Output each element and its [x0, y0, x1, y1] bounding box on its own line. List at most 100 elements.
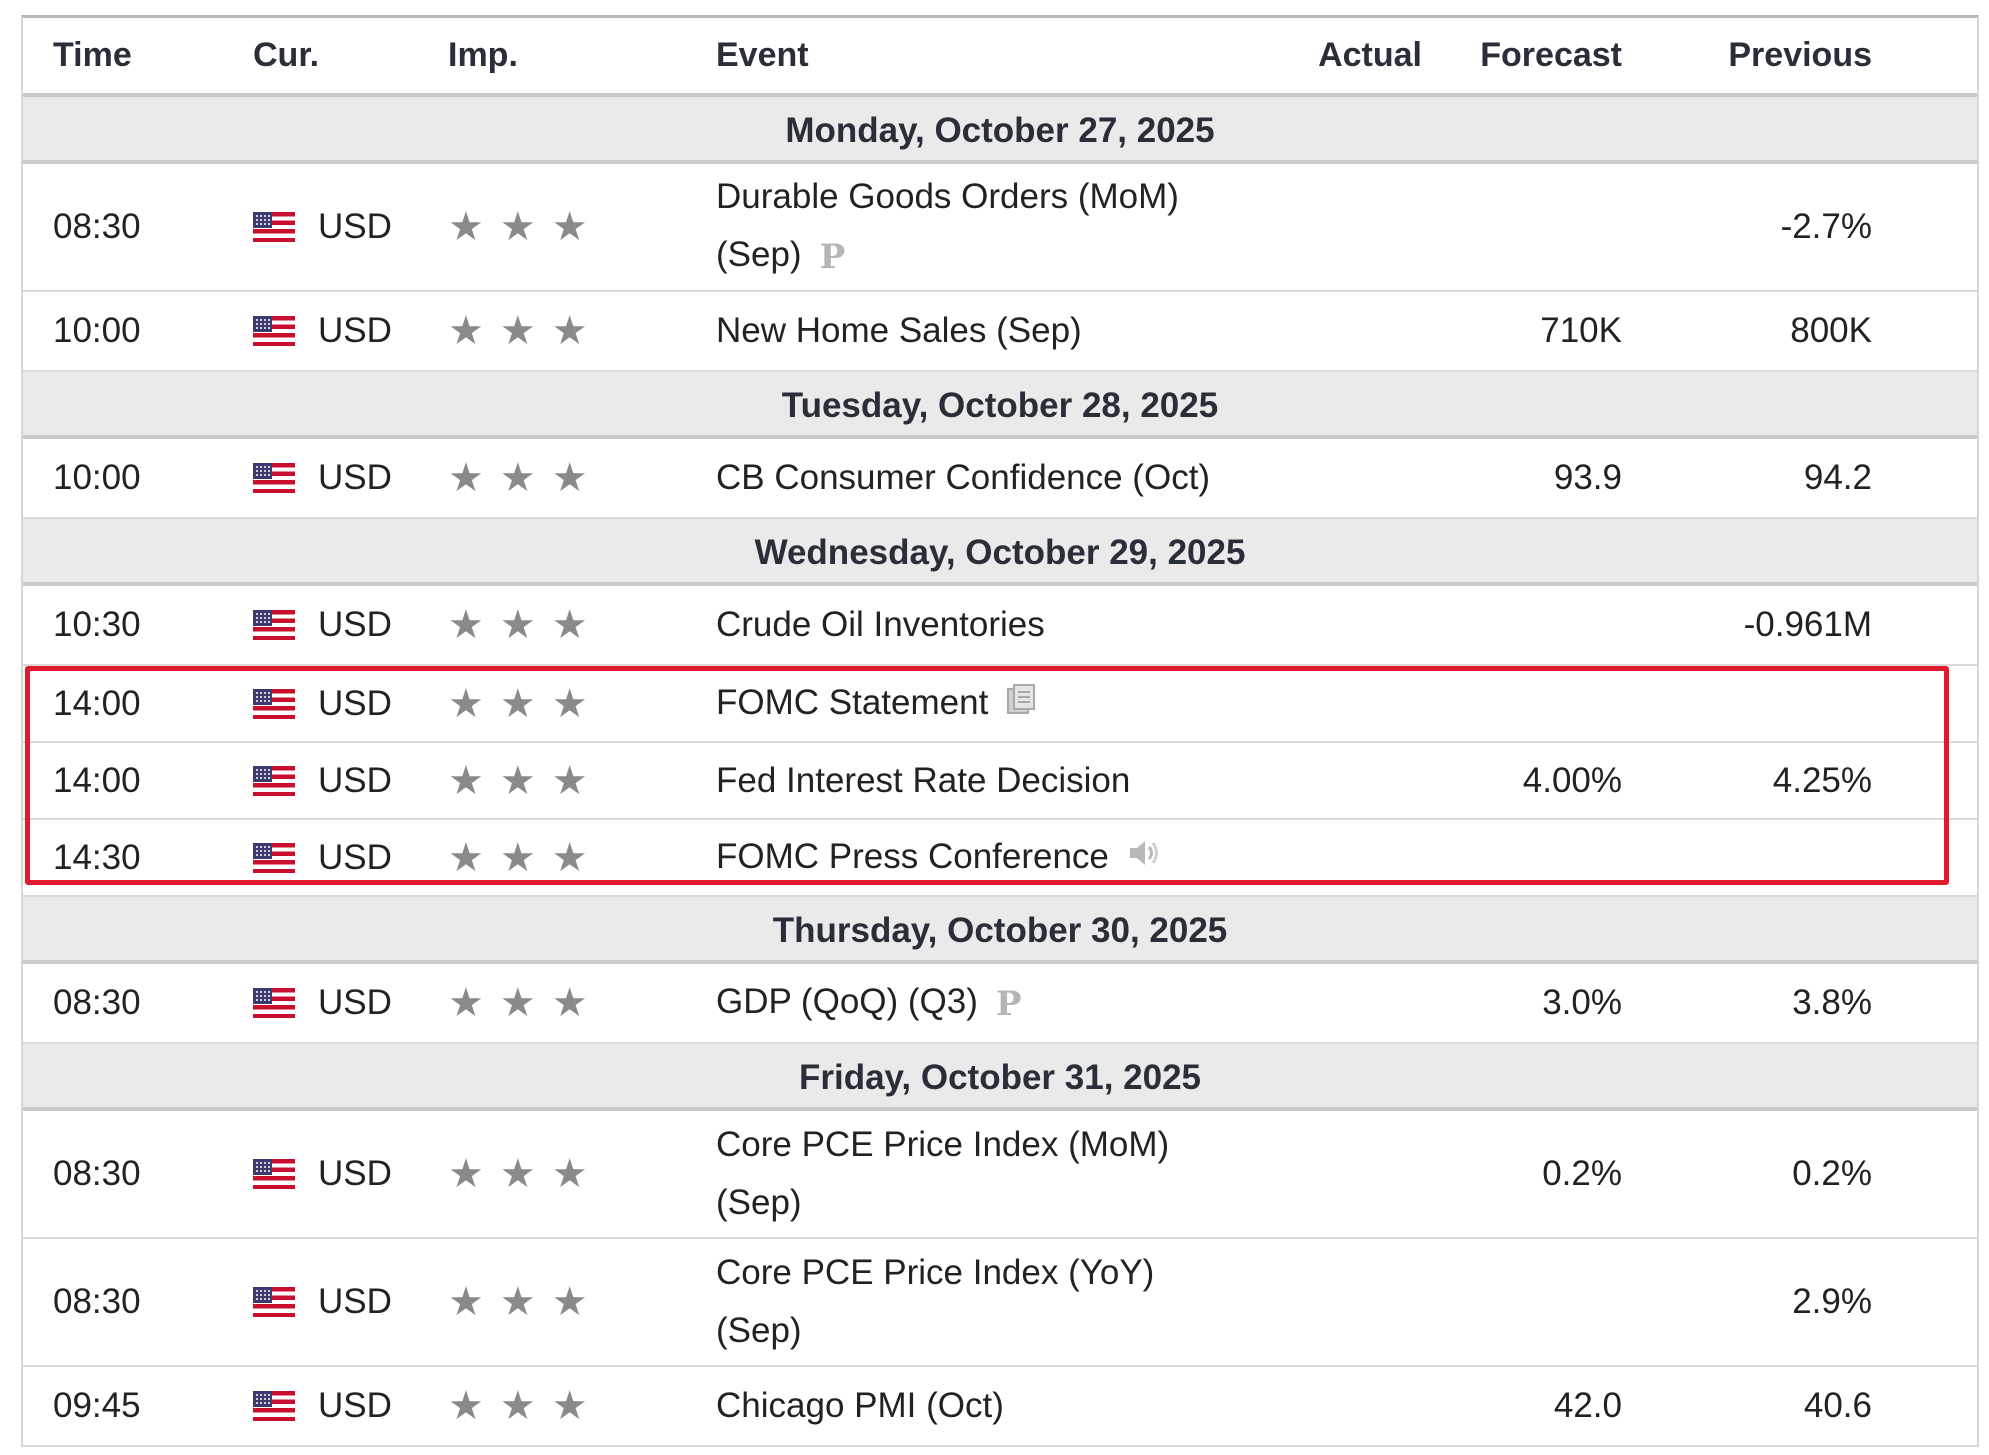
event-row[interactable]: 10:00 USD ★ ★ ★ CB Consumer Confidence (Oct) 9…: [23, 439, 1977, 519]
star-icon: ★: [448, 456, 484, 500]
star-icon: ★: [551, 681, 588, 726]
event-time: 08:30: [53, 207, 141, 246]
event-row[interactable]: 09:45 USD ★ ★ ★ Chicago PMI (Oct) 42.0 40.6: [23, 1367, 1977, 1447]
star-icon: ★: [551, 309, 588, 353]
star-icon: ★: [448, 309, 484, 353]
importance-stars: ★ ★ ★: [448, 1239, 588, 1365]
col-time[interactable]: Time: [53, 36, 132, 74]
event-previous: -0.961M: [1743, 605, 1872, 644]
event-name[interactable]: Core PCE Price Index (YoY) (Sep): [716, 1239, 1276, 1365]
col-actual[interactable]: Actual: [1318, 36, 1422, 74]
event-currency: USD: [318, 605, 392, 644]
col-forecast[interactable]: Forecast: [1480, 36, 1622, 74]
event-row[interactable]: 08:30 USD ★ ★ ★ Core PCE Price Index (MoM) (Se…: [23, 1111, 1977, 1239]
us-flag-icon: [253, 666, 295, 741]
event-name-text: Chicago PMI (Oct): [716, 1386, 1004, 1425]
day-header: Wednesday, October 29, 2025: [23, 519, 1977, 586]
event-previous: 94.2: [1803, 458, 1872, 497]
event-name-text: GDP (QoQ) (Q3): [716, 982, 978, 1022]
event-name-line2: (Sep) P: [716, 226, 1179, 286]
event-row[interactable]: 10:00 USD ★ ★ ★ New Home Sales (Sep) 710K 800K: [23, 292, 1977, 372]
us-flag-icon: [253, 743, 295, 818]
event-time: 10:00: [53, 458, 141, 497]
event-name[interactable]: CB Consumer Confidence (Oct): [716, 439, 1276, 517]
day-header: Monday, October 27, 2025: [23, 97, 1977, 164]
event-name[interactable]: Fed Interest Rate Decision: [716, 743, 1276, 818]
event-currency: USD: [318, 683, 392, 723]
star-icon: ★: [448, 758, 484, 803]
star-icon: ★: [499, 1384, 536, 1428]
event-name-text: Fed Interest Rate Decision: [716, 760, 1131, 800]
importance-stars: ★ ★ ★: [448, 964, 588, 1042]
col-previous[interactable]: Previous: [1728, 36, 1872, 74]
star-icon: ★: [499, 681, 536, 726]
importance-stars: ★ ★ ★: [448, 164, 588, 290]
event-forecast: 710K: [1540, 311, 1622, 350]
event-currency: USD: [318, 311, 392, 350]
importance-stars: ★ ★ ★: [448, 820, 588, 895]
col-currency[interactable]: Cur.: [253, 36, 320, 74]
us-flag-icon: [253, 820, 295, 895]
star-icon: ★: [448, 1280, 484, 1324]
event-name[interactable]: Core PCE Price Index (MoM) (Sep): [716, 1111, 1276, 1237]
col-importance[interactable]: Imp.: [448, 36, 518, 74]
event-currency: USD: [318, 760, 392, 800]
us-flag-icon: [253, 586, 295, 664]
event-row[interactable]: 08:30 USD ★ ★ ★ Durable Goods Orders (MoM) (Se…: [23, 164, 1977, 292]
day-header: Friday, October 31, 2025: [23, 1044, 1977, 1111]
importance-stars: ★ ★ ★: [448, 439, 588, 517]
us-flag-icon: [253, 439, 295, 517]
event-currency: USD: [318, 458, 392, 497]
event-time: 08:30: [53, 983, 141, 1022]
col-event[interactable]: Event: [716, 36, 809, 74]
event-forecast: 42.0: [1553, 1386, 1622, 1425]
event-previous: 0.2%: [1792, 1154, 1872, 1193]
event-forecast: 3.0%: [1542, 983, 1622, 1022]
event-currency: USD: [318, 837, 392, 877]
star-icon: ★: [448, 603, 484, 647]
event-name[interactable]: New Home Sales (Sep): [716, 292, 1276, 370]
event-name-line2: (Sep): [716, 1183, 802, 1222]
event-name[interactable]: Chicago PMI (Oct): [716, 1367, 1276, 1445]
event-row[interactable]: 10:30 USD ★ ★ ★ Crude Oil Inventories -0.961M: [23, 586, 1977, 666]
event-row[interactable]: 08:30 USD ★ ★ ★ Core PCE Price Index (YoY) (Se…: [23, 1239, 1977, 1367]
event-forecast: 93.9: [1553, 458, 1622, 497]
event-row[interactable]: 08:30 USD ★ ★ ★ GDP (QoQ) (Q3) P 3.0% 3.8%: [23, 964, 1977, 1044]
importance-stars: ★ ★ ★: [448, 292, 588, 370]
star-icon: ★: [499, 205, 536, 249]
event-name-line1: Durable Goods Orders (MoM): [716, 177, 1179, 217]
star-icon: ★: [499, 1152, 536, 1196]
star-icon: ★: [551, 758, 588, 803]
star-icon: ★: [551, 205, 588, 249]
event-forecast: 0.2%: [1542, 1154, 1622, 1193]
star-icon: ★: [551, 981, 588, 1025]
event-time: 14:30: [53, 837, 141, 877]
event-name[interactable]: FOMC Statement: [716, 666, 1276, 741]
importance-stars: ★ ★ ★: [448, 1111, 588, 1237]
speaker-icon[interactable]: [1127, 829, 1161, 887]
importance-stars: ★ ★ ★: [448, 1367, 588, 1445]
event-name[interactable]: FOMC Press Conference: [716, 820, 1276, 895]
event-name[interactable]: Durable Goods Orders (MoM) (Sep) P: [716, 164, 1276, 290]
event-currency: USD: [318, 1154, 392, 1193]
event-forecast: 4.00%: [1522, 760, 1622, 800]
star-icon: ★: [448, 681, 484, 726]
event-previous: -2.7%: [1780, 207, 1872, 246]
event-name-text: FOMC Press Conference: [716, 836, 1109, 876]
event-previous: 4.25%: [1772, 760, 1872, 800]
economic-calendar-table: Time Cur. Imp. Event Actual Forecast Pre…: [21, 15, 1979, 1447]
star-icon: ★: [499, 456, 536, 500]
event-row[interactable]: 14:30 USD ★ ★ ★ FOMC Press Conference: [23, 820, 1977, 897]
event-row[interactable]: 14:00 USD ★ ★ ★ Fed Interest Rate Decision 4.0…: [23, 743, 1977, 820]
event-previous: 800K: [1790, 311, 1872, 350]
event-name-text: FOMC Statement: [716, 682, 989, 722]
event-name-line1: Core PCE Price Index (YoY): [716, 1253, 1155, 1292]
us-flag-icon: [253, 1367, 295, 1445]
event-name-text: New Home Sales (Sep): [716, 311, 1082, 350]
document-icon[interactable]: [1006, 675, 1036, 733]
event-name[interactable]: Crude Oil Inventories: [716, 586, 1276, 664]
event-name[interactable]: GDP (QoQ) (Q3) P: [716, 964, 1276, 1042]
event-row[interactable]: 14:00 USD ★ ★ ★ FOMC Statement: [23, 666, 1977, 743]
star-icon: ★: [499, 603, 536, 647]
star-icon: ★: [499, 309, 536, 353]
